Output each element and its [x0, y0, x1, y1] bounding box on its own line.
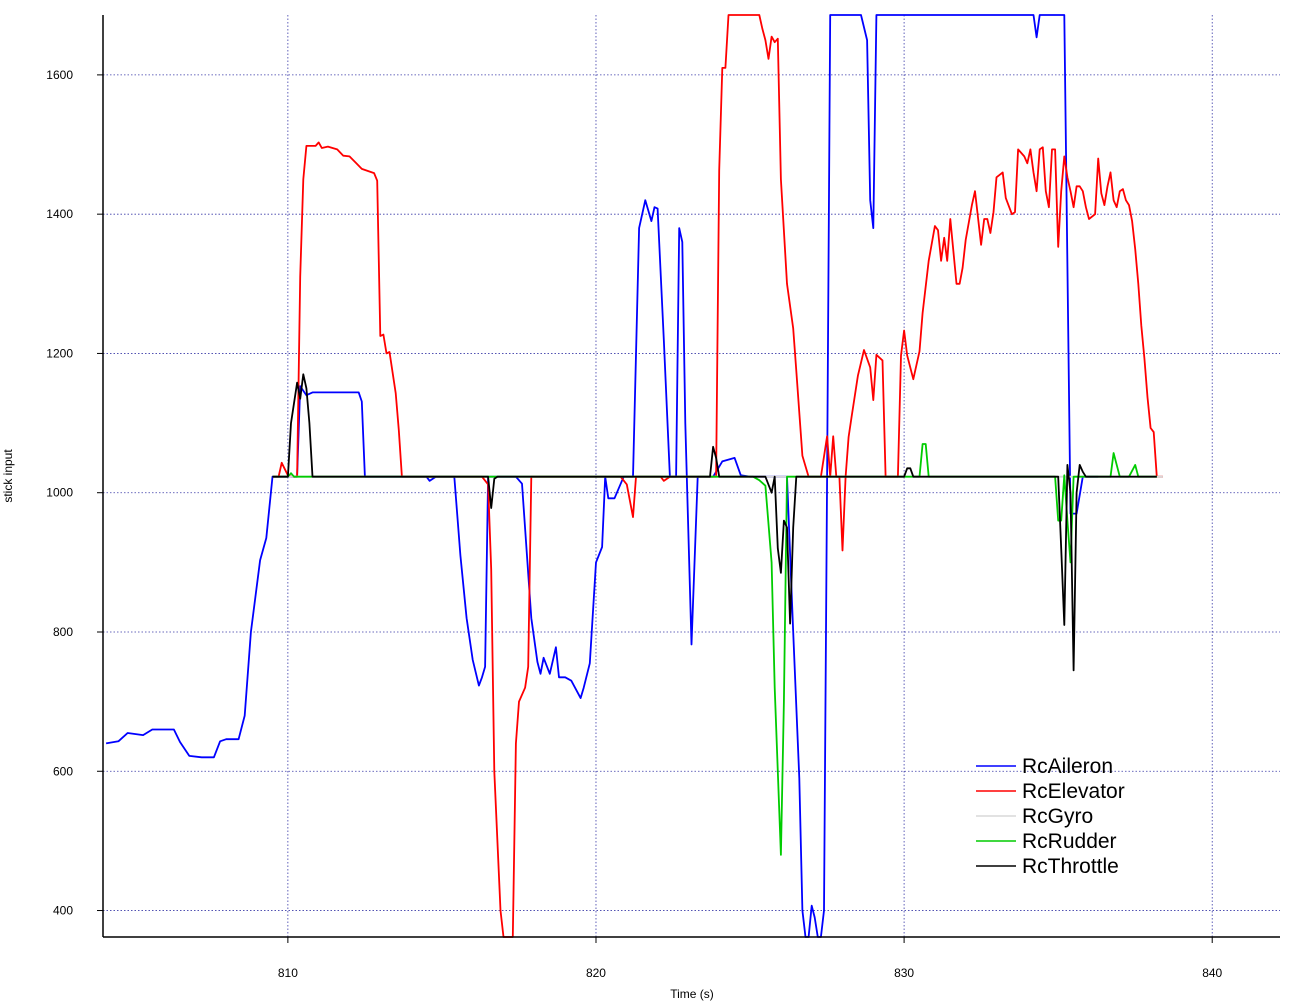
y-tick-label: 600	[53, 764, 73, 778]
y-tick-label: 1600	[46, 68, 73, 82]
x-tick-label: 840	[1202, 966, 1222, 980]
series-line-rcthrottle	[272, 373, 1157, 672]
legend-label-rcaileron: RcAileron	[1022, 755, 1113, 778]
legend-label-rcgyro: RcGyro	[1022, 805, 1093, 828]
y-tick-label: 1000	[46, 486, 73, 500]
y-tick-label: 1200	[46, 346, 73, 360]
series-lines	[105, 14, 1163, 938]
legend-label-rcthrottle: RcThrottle	[1022, 855, 1119, 878]
axes	[102, 15, 1280, 938]
x-tick-label: 830	[894, 966, 914, 980]
legend: RcAileronRcElevatorRcGyroRcRudderRcThrot…	[976, 755, 1125, 878]
y-tick-label: 800	[53, 625, 73, 639]
x-tick-labels: 810 820 830 840	[278, 937, 1223, 980]
y-axis-label: stick input	[1, 449, 15, 503]
x-axis-label: Time (s)	[670, 987, 714, 1001]
x-tick-label: 820	[586, 966, 606, 980]
y-tick-label: 1400	[46, 207, 73, 221]
y-tick-labels: 400 600 800 1000 1200 1400 1600	[46, 68, 103, 918]
y-tick-label: 400	[53, 904, 73, 918]
legend-label-rcrudder: RcRudder	[1022, 830, 1117, 853]
legend-label-rcelevator: RcElevator	[1022, 780, 1125, 803]
x-tick-label: 810	[278, 966, 298, 980]
